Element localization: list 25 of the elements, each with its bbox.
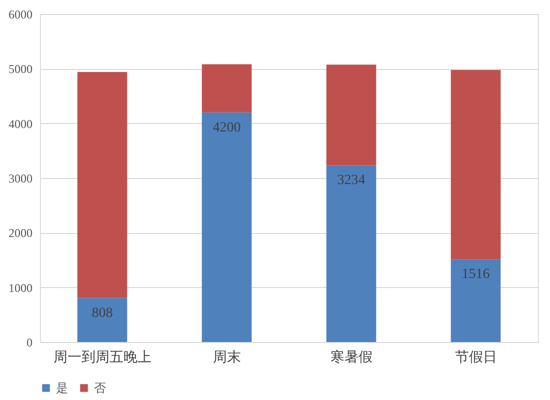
y-tick-label: 1000 xyxy=(8,280,32,295)
y-tick-label: 6000 xyxy=(8,8,32,22)
y-tick-label: 3000 xyxy=(8,172,32,186)
y-tick-label: 5000 xyxy=(8,62,32,76)
x-tick-label: 寒暑假 xyxy=(330,350,372,366)
data-label: 1516 xyxy=(462,267,490,282)
bar xyxy=(450,70,501,260)
bar xyxy=(202,112,252,342)
y-tick-label: 2000 xyxy=(8,226,32,240)
x-tick-label: 周一到周五晚上 xyxy=(53,350,152,366)
legend-label: 是 xyxy=(56,381,68,395)
bar xyxy=(450,259,501,342)
x-tick-label: 节假日 xyxy=(454,350,497,366)
data-label: 808 xyxy=(92,306,113,321)
x-tick-label: 周末 xyxy=(212,350,241,366)
y-tick-label: 4000 xyxy=(8,116,32,131)
bar xyxy=(202,64,252,112)
bar xyxy=(326,165,376,342)
legend-label: 否 xyxy=(94,381,106,395)
data-label: 3234 xyxy=(337,173,366,188)
bar xyxy=(77,298,128,342)
bar xyxy=(77,72,128,298)
bar xyxy=(326,64,376,166)
data-label: 4200 xyxy=(212,120,241,136)
y-tick-label: 0 xyxy=(26,336,32,350)
